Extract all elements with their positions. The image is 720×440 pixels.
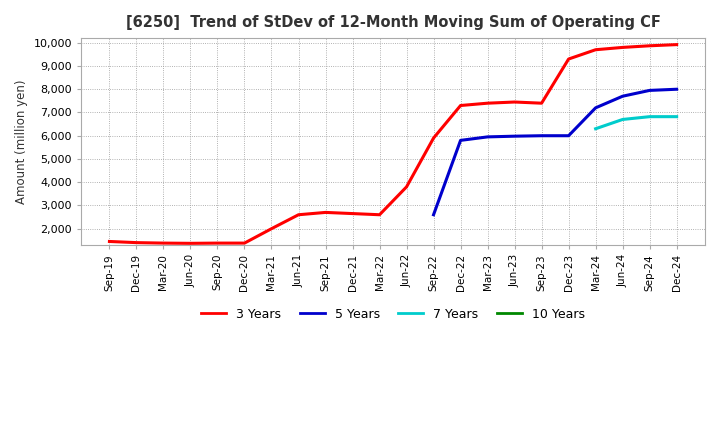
3 Years bbox=[375, 212, 384, 217]
3 Years bbox=[672, 42, 681, 47]
3 Years bbox=[645, 43, 654, 48]
Line: 7 Years: 7 Years bbox=[595, 117, 677, 129]
5 Years bbox=[456, 138, 465, 143]
5 Years bbox=[591, 105, 600, 110]
5 Years bbox=[537, 133, 546, 138]
3 Years bbox=[267, 226, 276, 231]
3 Years bbox=[591, 47, 600, 52]
Line: 3 Years: 3 Years bbox=[109, 44, 677, 243]
5 Years bbox=[483, 134, 492, 139]
Legend: 3 Years, 5 Years, 7 Years, 10 Years: 3 Years, 5 Years, 7 Years, 10 Years bbox=[196, 303, 590, 326]
3 Years bbox=[294, 212, 303, 217]
5 Years bbox=[618, 94, 627, 99]
3 Years bbox=[321, 210, 330, 215]
5 Years bbox=[510, 134, 519, 139]
5 Years bbox=[564, 133, 573, 138]
3 Years bbox=[132, 240, 141, 245]
3 Years bbox=[213, 240, 222, 246]
3 Years bbox=[564, 56, 573, 62]
5 Years bbox=[645, 88, 654, 93]
Title: [6250]  Trend of StDev of 12-Month Moving Sum of Operating CF: [6250] Trend of StDev of 12-Month Moving… bbox=[125, 15, 660, 30]
3 Years bbox=[618, 45, 627, 50]
3 Years bbox=[159, 240, 168, 246]
5 Years bbox=[672, 87, 681, 92]
7 Years bbox=[645, 114, 654, 119]
3 Years bbox=[429, 136, 438, 141]
Line: 5 Years: 5 Years bbox=[433, 89, 677, 215]
7 Years bbox=[591, 126, 600, 132]
3 Years bbox=[348, 211, 357, 216]
3 Years bbox=[510, 99, 519, 105]
3 Years bbox=[186, 241, 195, 246]
3 Years bbox=[483, 101, 492, 106]
3 Years bbox=[105, 239, 114, 244]
Y-axis label: Amount (million yen): Amount (million yen) bbox=[15, 79, 28, 204]
7 Years bbox=[618, 117, 627, 122]
3 Years bbox=[402, 184, 411, 190]
5 Years bbox=[429, 212, 438, 217]
3 Years bbox=[537, 101, 546, 106]
3 Years bbox=[240, 240, 249, 246]
7 Years bbox=[672, 114, 681, 119]
3 Years bbox=[456, 103, 465, 108]
